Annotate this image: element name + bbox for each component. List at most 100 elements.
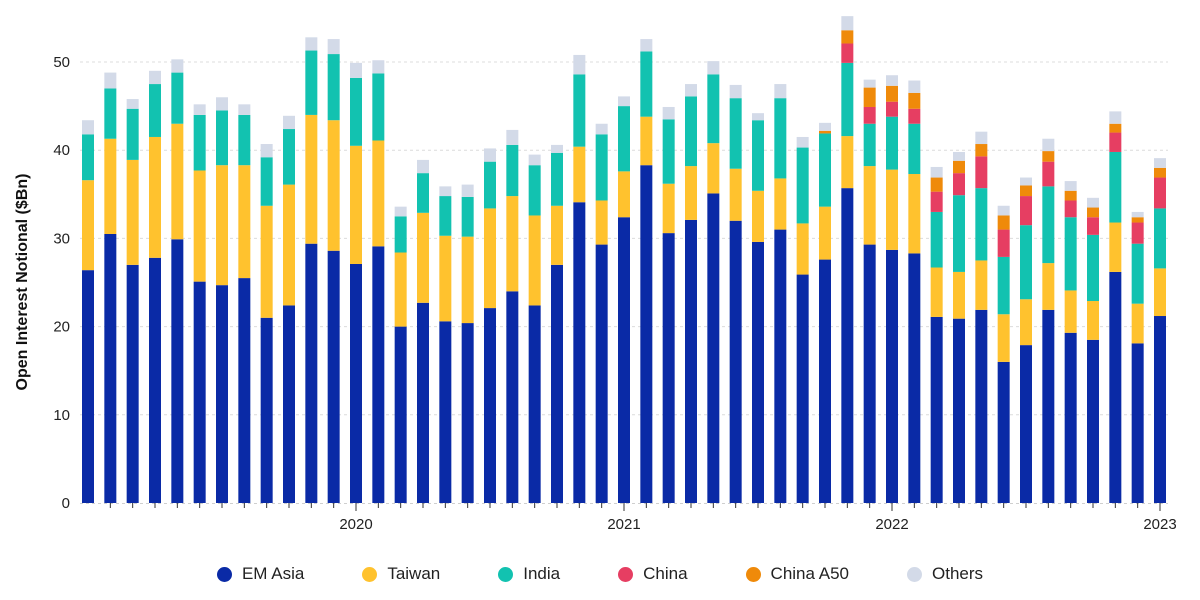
legend-dot-icon — [498, 566, 514, 582]
bar-stack — [707, 61, 720, 503]
bar-stack — [1064, 181, 1077, 503]
bar-stack — [439, 186, 452, 503]
bar-segment-em-asia — [863, 244, 876, 503]
bar-segment-taiwan — [126, 159, 139, 265]
bar-segment-india — [774, 98, 787, 179]
bar-segment-em-asia — [774, 229, 787, 503]
legend-label: EM Asia — [241, 564, 305, 583]
bar-segment-em-asia — [1109, 271, 1122, 503]
legend-item-india[interactable]: India — [498, 564, 560, 584]
bar-segment-taiwan — [685, 166, 697, 220]
bar-segment-china-a50 — [1020, 185, 1032, 197]
bar-segment-em-asia — [149, 257, 161, 503]
bar-segment-taiwan — [193, 170, 206, 282]
bar-segment-em-asia — [685, 219, 697, 504]
bar-segment-em-asia — [1064, 332, 1077, 503]
bar-segment-india — [216, 110, 228, 166]
bar-segment-china — [863, 106, 876, 124]
y-tick-label: 30 — [53, 230, 70, 247]
legend-item-em-asia[interactable]: EM Asia — [216, 564, 305, 584]
bar-stack — [484, 148, 496, 503]
bar-stack — [216, 97, 228, 503]
bar-stack — [618, 96, 630, 503]
bar-segment-others — [886, 75, 898, 86]
bar-segment-china — [1109, 132, 1122, 152]
bar-segment-india — [439, 196, 452, 236]
bar-segment-em-asia — [640, 165, 653, 503]
bar-segment-india — [819, 133, 831, 207]
legend-item-taiwan[interactable]: Taiwan — [362, 564, 440, 584]
legend-dot-icon — [907, 566, 922, 582]
bar-segment-taiwan — [953, 271, 965, 319]
bar-segment-em-asia — [417, 302, 429, 503]
legend-item-others[interactable]: Others — [907, 564, 983, 584]
bar-stack — [417, 159, 429, 503]
bar-segment-others — [1154, 158, 1166, 168]
bar-segment-china-a50 — [819, 130, 831, 134]
legend-item-china-a50[interactable]: China A50 — [745, 564, 849, 584]
bar-segment-india — [573, 74, 586, 147]
bar-segment-others — [238, 104, 251, 115]
bar-segment-em-asia — [618, 217, 630, 503]
bar-segment-china-a50 — [1109, 123, 1122, 133]
bar-segment-em-asia — [327, 250, 340, 503]
bar-segment-em-asia — [841, 188, 854, 503]
bar-segment-others — [1109, 111, 1122, 124]
bar-segment-em-asia — [350, 263, 362, 503]
bar-segment-india — [417, 173, 429, 213]
bar-segment-others — [327, 39, 340, 55]
bar-stack — [930, 166, 943, 503]
bar-segment-india — [618, 106, 630, 172]
bar-stack — [573, 54, 586, 503]
bar-segment-taiwan — [908, 174, 921, 254]
bar-segment-others — [528, 154, 541, 166]
bar-stack — [149, 70, 161, 503]
bar-segment-india — [796, 147, 809, 224]
bar-segment-em-asia — [171, 239, 184, 504]
bar-segment-taiwan — [930, 267, 943, 317]
bar-segment-em-asia — [819, 259, 831, 503]
bar-segment-em-asia — [193, 281, 206, 503]
bar-segment-india — [997, 256, 1010, 315]
bar-segment-em-asia — [886, 249, 898, 503]
bar-segment-india — [1042, 186, 1055, 264]
bar-segment-taiwan — [1064, 290, 1077, 333]
bar-segment-em-asia — [930, 316, 943, 503]
bar-segment-others — [1087, 197, 1099, 208]
legend-item-china[interactable]: China — [618, 564, 688, 584]
bar-segment-india — [394, 216, 407, 253]
bar-segment-em-asia — [461, 323, 474, 503]
bar-segment-india — [283, 129, 295, 185]
bar-segment-taiwan — [1087, 301, 1099, 340]
bar-segment-others — [506, 129, 519, 145]
bar-segment-others — [104, 72, 117, 89]
bar-segment-taiwan — [327, 120, 340, 251]
bar-segment-india — [685, 96, 697, 167]
bar-segment-em-asia — [528, 305, 541, 503]
x-tick-label: 2022 — [875, 516, 908, 533]
bar-segment-others — [171, 59, 184, 73]
bar-segment-others — [484, 148, 496, 162]
bar-segment-india — [908, 123, 921, 175]
bar-segment-others — [908, 80, 921, 93]
bar-segment-india — [1020, 225, 1032, 300]
bars — [82, 16, 1166, 504]
bar-segment-others — [1042, 138, 1055, 152]
bar-segment-china — [886, 101, 898, 117]
y-axis-title: Open Interest Notional ($Bn) — [14, 174, 31, 391]
bar-stack — [171, 59, 184, 504]
bar-stack — [595, 123, 608, 503]
bar-stack — [1087, 197, 1099, 503]
y-axis: 0 10 20 30 40 50 — [53, 54, 70, 512]
bar-stack — [886, 75, 898, 503]
bar-stack — [774, 84, 787, 503]
bar-segment-india — [372, 73, 385, 141]
bar-segment-em-asia — [506, 291, 519, 503]
bar-segment-others — [551, 144, 563, 153]
x-axis: 2020 2021 2022 2023 — [80, 503, 1177, 533]
bar-stack — [283, 115, 295, 503]
bar-segment-others — [997, 205, 1010, 216]
bar-segment-taiwan — [417, 212, 429, 303]
bar-segment-taiwan — [551, 205, 563, 265]
